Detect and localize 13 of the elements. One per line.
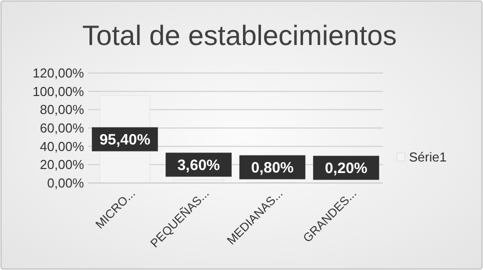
data-label: 0,80% <box>251 160 294 177</box>
data-label: 95,40% <box>99 132 150 149</box>
data-label: 0,20% <box>324 160 368 178</box>
legend-label: Série1 <box>409 150 447 165</box>
y-tick-label: 100,00% <box>32 84 84 99</box>
y-tick-label: 0,00% <box>47 176 84 191</box>
y-tick-label: 120,00% <box>32 66 84 81</box>
y-tick-label: 40,00% <box>40 138 84 154</box>
y-tick-label: 80,00% <box>40 102 84 118</box>
chart-title: Total de establecimientos <box>82 20 397 51</box>
y-tick-label: 20,00% <box>40 157 84 172</box>
data-label: 3,60% <box>177 156 220 174</box>
y-tick-label: 60,00% <box>40 120 84 136</box>
